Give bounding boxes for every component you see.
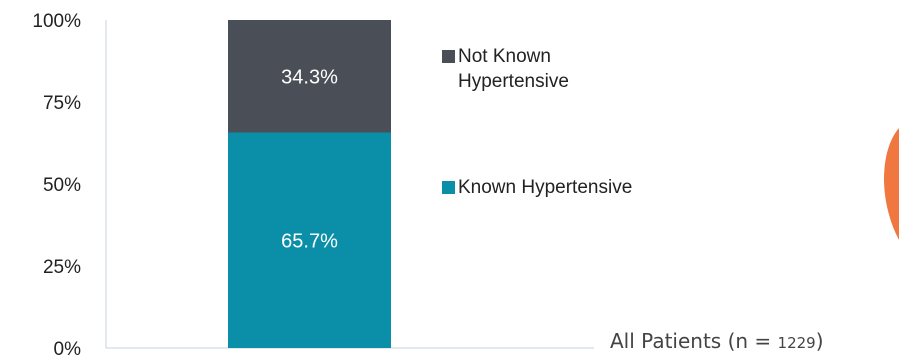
orange-accent-shape: [883, 128, 899, 240]
data-label: 34.3%: [281, 66, 338, 88]
y-tick-label: 75%: [43, 93, 81, 114]
caption-all-patients: All Patients (n = 1229): [610, 329, 824, 353]
data-label: 65.7%: [281, 230, 338, 252]
y-tick-label: 50%: [43, 175, 81, 196]
bar-segment-known-hypertensive: [228, 132, 391, 348]
y-tick-label: 100%: [32, 11, 81, 32]
legend-label: Not Known: [458, 46, 551, 67]
legend-swatch: [442, 181, 455, 194]
legend-label: Hypertensive: [458, 71, 569, 92]
legend-label: Known Hypertensive: [458, 177, 632, 198]
y-tick-label: 0%: [54, 339, 82, 358]
bar-segment-not-known-hypertensive: [228, 20, 391, 133]
y-tick-label: 25%: [43, 257, 81, 278]
legend-swatch: [442, 50, 455, 63]
